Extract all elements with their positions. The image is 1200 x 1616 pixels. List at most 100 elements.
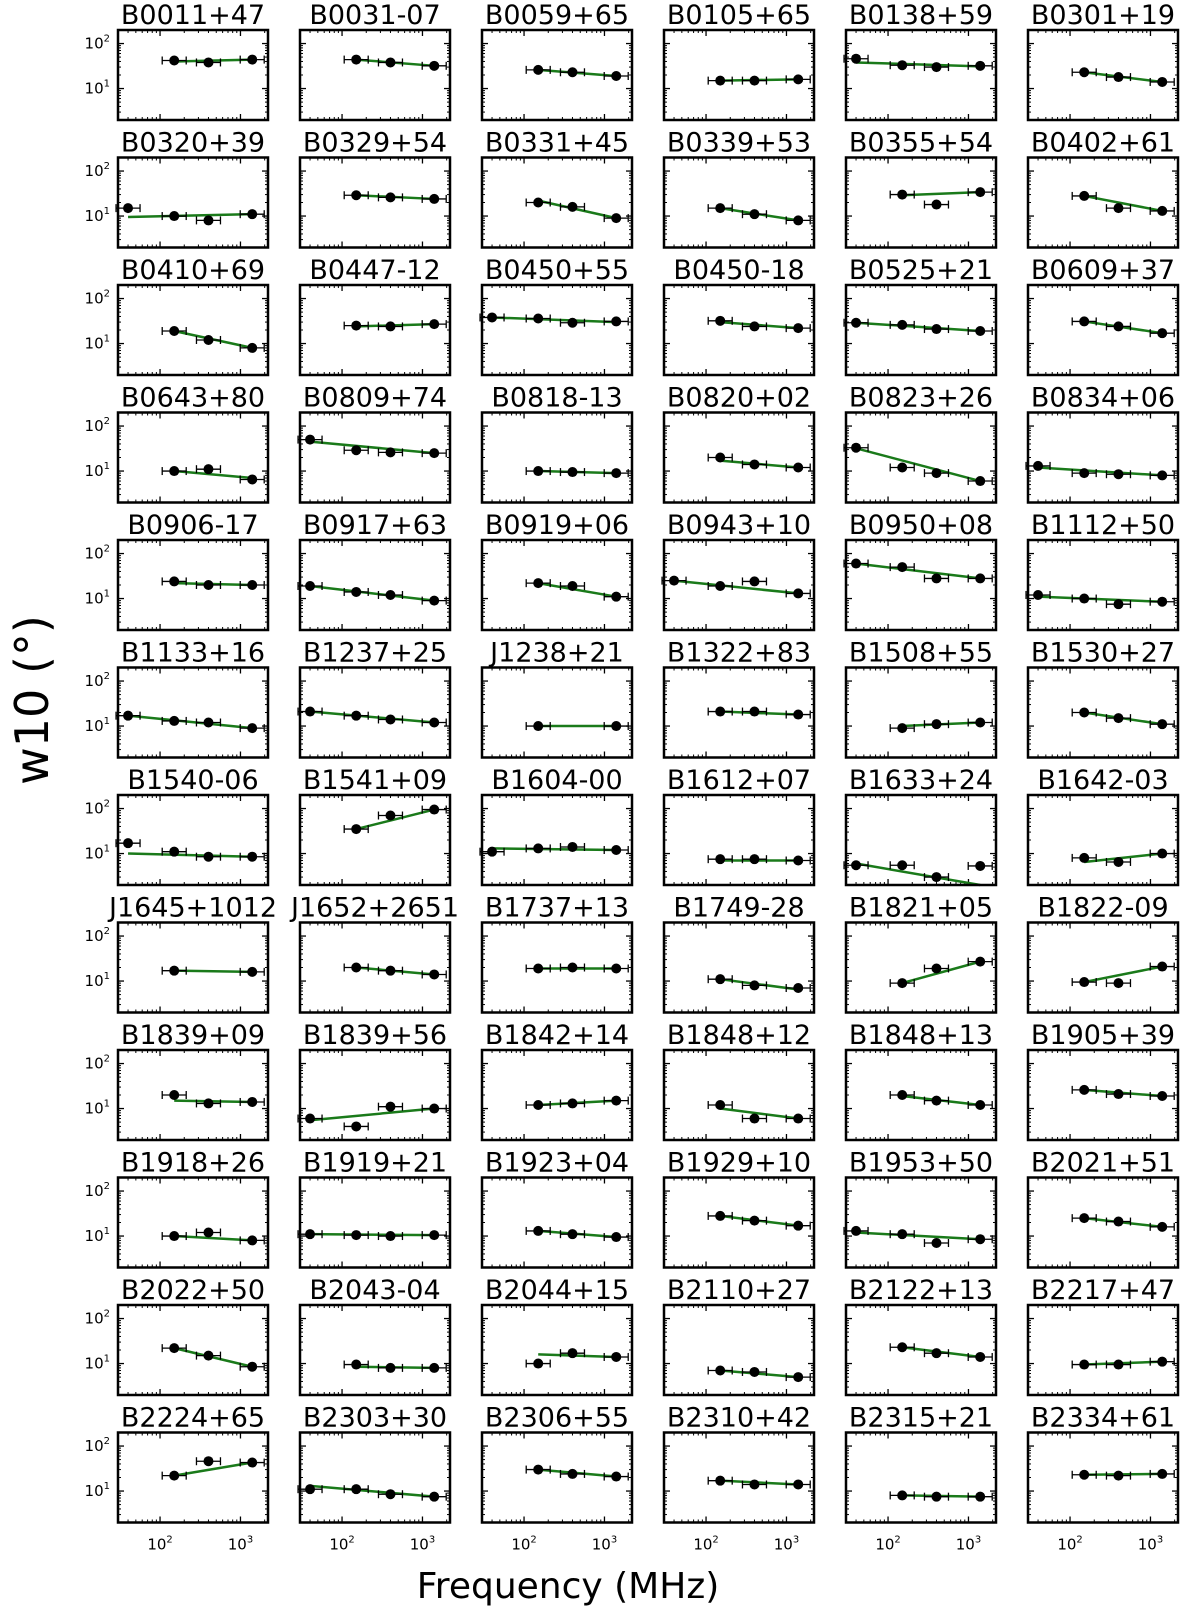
panel-frame	[844, 28, 998, 122]
data-point	[351, 320, 362, 331]
panel-frame	[298, 921, 452, 1014]
panel-frame	[298, 28, 452, 122]
panel-title: B1919+21	[303, 1148, 447, 1179]
panel-frame	[116, 793, 270, 887]
panel: B1530+27	[1026, 638, 1180, 759]
panel-frame	[1026, 793, 1180, 887]
panel-title: B0906-17	[127, 510, 258, 541]
panel-frame	[480, 1176, 634, 1269]
panel-frame	[662, 666, 816, 759]
panel-title: B0447-12	[309, 255, 440, 286]
panel-frame	[1026, 666, 1180, 759]
data-point	[567, 201, 578, 212]
data-point	[1157, 719, 1168, 730]
y-tick-label: 101	[85, 716, 110, 735]
data-point	[749, 459, 760, 470]
data-point	[429, 1230, 440, 1241]
panel-frame	[1026, 283, 1180, 377]
data-point	[897, 860, 908, 871]
panel-title: B0331+45	[485, 128, 629, 159]
data-point	[385, 192, 396, 203]
data-point	[385, 965, 396, 976]
y-tick-label: 102	[85, 1181, 110, 1200]
data-point	[715, 1099, 726, 1110]
data-point	[975, 573, 986, 584]
panel-frame	[116, 921, 270, 1014]
data-point	[975, 187, 986, 198]
data-point	[169, 576, 180, 587]
data-point	[897, 1090, 908, 1100]
y-tick-label: 102	[85, 926, 110, 945]
panel-frame	[298, 666, 452, 759]
y-tick-label: 101	[85, 1099, 110, 1118]
panel-frame	[480, 1048, 634, 1142]
panel-frame	[844, 1048, 998, 1142]
panel-frame	[480, 666, 634, 759]
data-point	[1079, 977, 1090, 988]
data-point	[1113, 72, 1124, 83]
fit-line	[128, 852, 253, 858]
data-point	[715, 315, 726, 326]
data-point	[567, 581, 578, 592]
panel-title: B0609+37	[1031, 255, 1175, 286]
panel-title: B1923+04	[485, 1148, 629, 1179]
data-point	[429, 193, 440, 204]
panel: B0105+65	[662, 0, 816, 122]
data-point	[1079, 707, 1090, 718]
data-point	[429, 1103, 440, 1114]
data-point	[351, 586, 362, 597]
fit-line	[492, 316, 617, 324]
panel: B0906-17 101 102	[85, 510, 270, 632]
data-point	[931, 324, 942, 335]
data-point	[351, 824, 362, 835]
data-point	[305, 434, 316, 445]
y-tick-label: 101	[85, 844, 110, 863]
panel-frame	[298, 283, 452, 377]
panel-title: B0031-07	[309, 0, 440, 31]
panel: J1652+2651	[289, 893, 459, 1014]
fit-line	[1037, 466, 1163, 477]
panel-frame	[480, 793, 634, 887]
panel: B0834+06	[1025, 383, 1180, 504]
fit-line	[1083, 194, 1163, 213]
panel: B0355+54	[844, 128, 998, 249]
panel: B1918+26 101 102	[85, 1148, 270, 1269]
panel: B0339+53	[662, 128, 816, 249]
panel-title: B0950+08	[849, 510, 993, 541]
data-point	[897, 189, 908, 200]
data-point	[567, 1098, 578, 1109]
data-point	[203, 1098, 214, 1109]
data-point	[385, 1101, 396, 1112]
data-point	[793, 983, 804, 994]
data-point	[567, 317, 578, 328]
data-point	[567, 1229, 578, 1240]
panel: B0329+54	[298, 128, 452, 249]
data-point	[385, 57, 396, 68]
data-point	[749, 321, 760, 332]
data-point	[715, 581, 726, 592]
panel-title: B0450-18	[673, 255, 804, 286]
panel-title: B0823+26	[849, 383, 993, 414]
data-point	[611, 316, 622, 327]
data-point	[567, 841, 578, 852]
data-point	[533, 963, 544, 974]
data-point	[567, 962, 578, 973]
panel-frame	[116, 283, 270, 377]
panel-title: B0450+55	[485, 255, 629, 286]
data-point	[169, 1090, 180, 1100]
panel-title: B0339+53	[667, 128, 811, 159]
fit-line	[174, 969, 253, 974]
data-point	[1157, 596, 1168, 607]
data-point	[203, 580, 214, 590]
panel-title: B1822-09	[1037, 893, 1168, 924]
data-point	[429, 319, 440, 330]
y-tick-label: 102	[85, 1054, 110, 1073]
data-point	[567, 67, 578, 78]
panel-frame	[844, 666, 998, 759]
data-point	[1113, 469, 1124, 480]
data-point	[533, 313, 544, 324]
data-point	[1079, 316, 1090, 327]
data-point	[305, 706, 316, 717]
panel: B1821+05	[844, 893, 998, 1014]
panel-title: B1839+09	[121, 1020, 265, 1051]
